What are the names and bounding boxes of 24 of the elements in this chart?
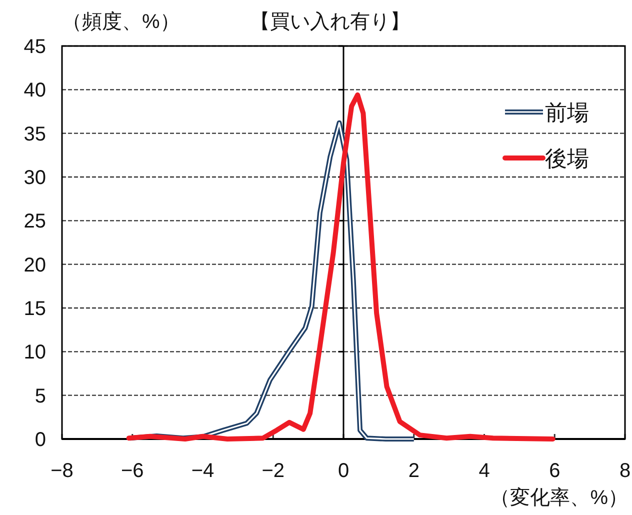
x-tick-label: −4 (191, 460, 214, 482)
x-axis-title: （変化率、%） (490, 486, 628, 509)
x-tick-label: 2 (408, 460, 420, 482)
x-tick-label: −6 (120, 460, 144, 482)
y-tick-label: 30 (24, 167, 46, 189)
legend-label: 前場 (545, 100, 589, 125)
y-tick-label: 20 (24, 254, 46, 276)
y-tick-label: 10 (24, 342, 46, 364)
y-tick-label: 5 (34, 385, 46, 408)
y-axis-title: （頻度、%） (62, 11, 180, 33)
y-tick-label: 25 (24, 210, 46, 233)
x-tick-label: −2 (262, 460, 285, 482)
y-tick-label: 0 (34, 429, 46, 451)
y-tick-label: 45 (24, 36, 46, 58)
x-tick-label: 6 (549, 460, 560, 482)
x-tick-label: −8 (50, 460, 74, 482)
x-tick-label: 4 (478, 460, 490, 482)
x-tick-label: 8 (619, 460, 631, 482)
x-tick-label: 0 (338, 460, 350, 482)
y-tick-label: 35 (24, 123, 46, 146)
legend-label: 後場 (545, 146, 589, 171)
y-tick-label: 15 (24, 298, 46, 320)
chart-title: 【買い入れ有り】 (250, 11, 410, 33)
y-tick-label: 40 (24, 80, 46, 102)
